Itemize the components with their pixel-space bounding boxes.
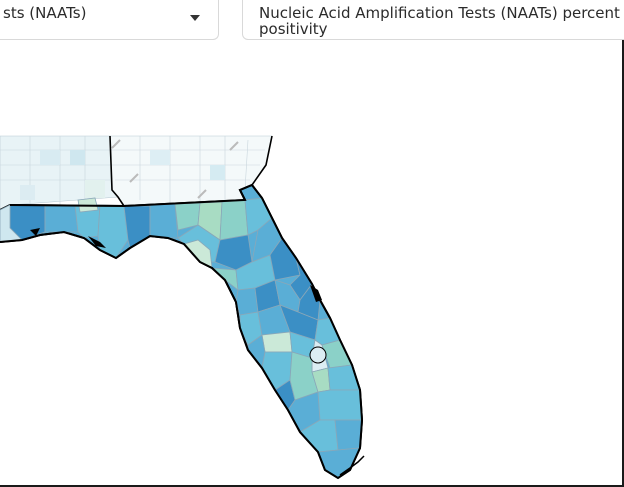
county[interactable]: [0, 204, 23, 243]
neighbor-states: [0, 135, 273, 211]
county[interactable]: [334, 419, 363, 451]
county[interactable]: [235, 287, 259, 316]
metric-label-box: Nucleic Acid Amplification Tests (NAATs)…: [242, 0, 624, 40]
metric-dropdown-value: sts (NAATs): [3, 4, 87, 22]
chevron-down-icon[interactable]: [190, 15, 200, 21]
florida-state: [0, 183, 365, 480]
county[interactable]: [219, 199, 249, 241]
keys-detail: [339, 455, 365, 476]
county[interactable]: [261, 331, 293, 353]
county[interactable]: [44, 204, 79, 233]
coast-detail: [88, 236, 106, 248]
county[interactable]: [317, 389, 363, 421]
coast-detail: [30, 228, 40, 236]
county[interactable]: [149, 203, 179, 239]
alabama-region[interactable]: [0, 135, 119, 211]
coast-detail: [310, 285, 322, 302]
metric-label-text: Nucleic Acid Amplification Tests (NAATs)…: [259, 4, 620, 38]
lake-okeechobee: [309, 346, 327, 364]
metric-dropdown[interactable]: sts (NAATs): [0, 0, 219, 40]
